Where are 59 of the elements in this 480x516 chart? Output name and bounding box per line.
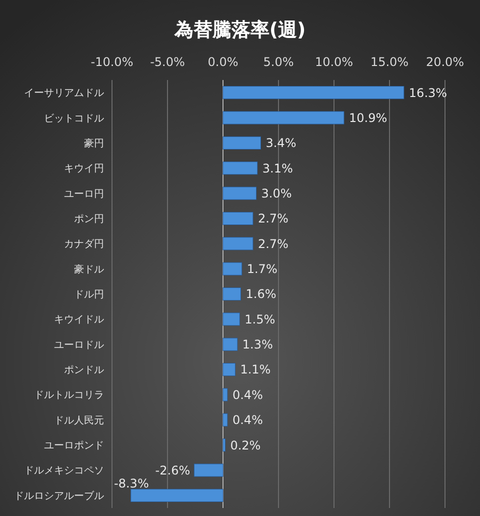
- bar: [222, 413, 228, 426]
- bar: [222, 86, 404, 100]
- y-tick-label: ポン円: [74, 214, 104, 225]
- data-label: -8.3%: [114, 476, 149, 491]
- data-label: 2.7%: [258, 212, 288, 226]
- data-label: 10.9%: [348, 110, 388, 125]
- y-tick-label: ドルメキシコペソ: [24, 466, 104, 477]
- data-label: 1.7%: [246, 262, 278, 276]
- y-tick-label: キウイ円: [64, 164, 104, 175]
- y-tick-label: ドル人民元: [54, 415, 104, 426]
- bar: [222, 287, 242, 301]
- data-label: 1.3%: [242, 338, 273, 352]
- y-tick-label: ポンドル: [64, 365, 104, 376]
- bar: [222, 338, 238, 351]
- y-tick-label: カナダ円: [64, 238, 104, 250]
- bar: [222, 111, 344, 124]
- x-tick-label: 0.0%: [208, 55, 238, 69]
- x-tick-label: 15.0%: [370, 55, 409, 69]
- bar: [222, 438, 226, 452]
- x-tick-label: 10.0%: [314, 55, 354, 69]
- y-tick-label: ユーロポンド: [44, 440, 104, 452]
- bar: [222, 186, 257, 200]
- y-tick-label: 豪ドル: [74, 263, 104, 276]
- data-label: 0.4%: [232, 413, 263, 428]
- data-label: 0.4%: [232, 388, 263, 402]
- bar: [222, 362, 236, 376]
- data-label: 16.3%: [408, 86, 448, 100]
- data-label: 1.1%: [240, 362, 271, 377]
- data-label: 3.4%: [266, 136, 296, 150]
- y-tick-label: 豪円: [84, 137, 104, 150]
- data-label: -2.6%: [155, 463, 190, 478]
- bar: [222, 262, 242, 276]
- y-tick-label: ユーロドル: [54, 340, 104, 351]
- bar: [222, 237, 254, 250]
- data-label: 1.6%: [246, 287, 276, 302]
- data-label: 0.2%: [230, 438, 261, 452]
- y-tick-label: ビットコドル: [44, 113, 104, 124]
- x-tick-label: -10.0%: [90, 55, 134, 69]
- bar: [130, 488, 224, 502]
- x-tick-label: 20.0%: [426, 55, 464, 69]
- bar: [222, 388, 228, 402]
- y-tick-label: イーサリアムドル: [24, 88, 104, 100]
- data-label: 3.1%: [262, 161, 293, 176]
- bar: [222, 312, 240, 326]
- bar: [194, 464, 224, 477]
- bar: [222, 136, 261, 150]
- x-tick-label: 5.0%: [263, 55, 294, 69]
- y-tick-label: ユーロ円: [64, 188, 104, 200]
- chart-title: 為替騰落率(週): [173, 19, 306, 41]
- data-label: 3.0%: [261, 186, 292, 200]
- data-label: 2.7%: [258, 236, 288, 251]
- data-label: 1.5%: [244, 312, 276, 326]
- y-tick-label: キウイドル: [54, 314, 104, 326]
- bar: [222, 212, 254, 226]
- x-tick-label: -5.0%: [150, 55, 185, 69]
- y-tick-label: ドルトルコリラ: [34, 390, 104, 402]
- y-tick-label: ドルロシアルーブル: [14, 490, 104, 502]
- y-tick-label: ドル円: [74, 290, 104, 300]
- bar: [222, 162, 258, 175]
